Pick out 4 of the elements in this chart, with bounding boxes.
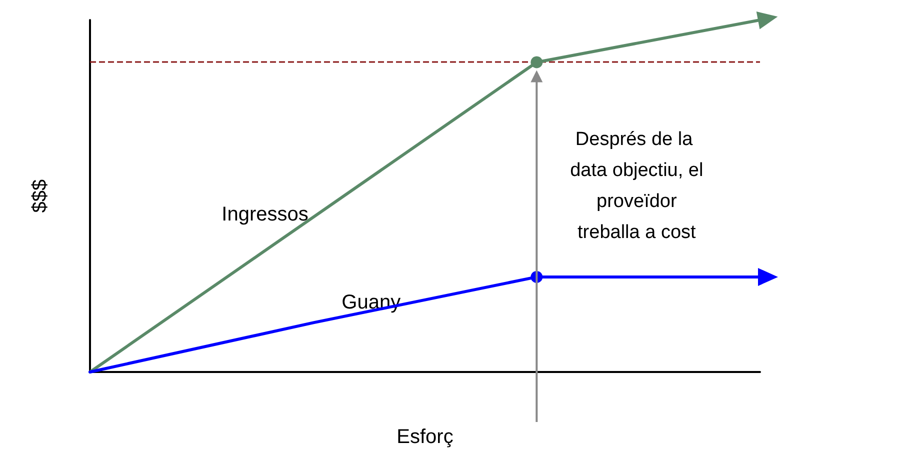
series-label: Ingressos (222, 204, 308, 226)
x-axis-title: Esforç (396, 426, 454, 448)
annotation: Després de la data objectiu, el proveïdor treballa a cost (570, 129, 704, 244)
y-axis-title: $$$ (29, 179, 51, 213)
